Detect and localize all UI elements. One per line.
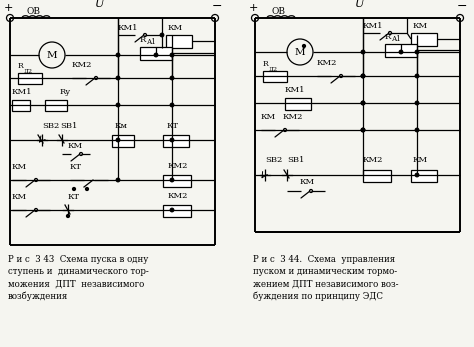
Circle shape	[160, 33, 164, 37]
Text: Д2: Д2	[269, 66, 278, 71]
Text: Rу: Rу	[60, 88, 71, 96]
Bar	[112, 135, 134, 147]
Text: ОВ: ОВ	[272, 7, 286, 16]
Text: Д2: Д2	[24, 68, 33, 73]
Text: SB2: SB2	[42, 122, 59, 130]
Circle shape	[399, 50, 403, 54]
Text: R: R	[385, 33, 391, 41]
Text: R: R	[140, 36, 146, 44]
Text: М: М	[46, 51, 57, 59]
Text: КМ: КМ	[168, 24, 183, 32]
Circle shape	[361, 101, 365, 105]
Text: КМ2: КМ2	[283, 113, 303, 121]
Text: U: U	[95, 0, 105, 9]
Circle shape	[361, 74, 365, 78]
Circle shape	[85, 187, 89, 191]
Text: М: М	[295, 48, 305, 57]
Bar	[285, 98, 311, 110]
Circle shape	[415, 74, 419, 78]
Circle shape	[116, 138, 120, 142]
Text: КМ2: КМ2	[168, 192, 188, 200]
Text: КМ2: КМ2	[317, 59, 337, 67]
Circle shape	[361, 128, 365, 132]
Text: Р и с  3 43  Схема пуска в одну
ступень и  динамического тор-
можения  ДПТ  неза: Р и с 3 43 Схема пуска в одну ступень и …	[8, 255, 149, 301]
Text: +: +	[3, 3, 13, 13]
Text: КМ1: КМ1	[285, 86, 306, 94]
Circle shape	[170, 208, 174, 212]
Text: КМ1: КМ1	[363, 22, 383, 30]
Text: КМ1: КМ1	[118, 24, 138, 32]
Circle shape	[361, 128, 365, 132]
Circle shape	[66, 214, 70, 218]
Bar	[385, 44, 417, 57]
Text: R: R	[18, 62, 24, 70]
Circle shape	[170, 76, 174, 80]
Text: КМ: КМ	[68, 142, 83, 150]
Text: КМ: КМ	[300, 178, 315, 186]
Bar	[411, 170, 437, 182]
Text: −: −	[457, 0, 467, 13]
Circle shape	[415, 50, 419, 54]
Bar	[166, 35, 192, 48]
Text: R: R	[263, 60, 269, 68]
Text: А1: А1	[392, 35, 402, 43]
Text: U: U	[356, 0, 365, 9]
Bar	[263, 71, 287, 82]
Circle shape	[116, 103, 120, 107]
Circle shape	[170, 178, 174, 182]
Bar	[140, 47, 172, 60]
Circle shape	[116, 53, 120, 57]
Circle shape	[116, 178, 120, 182]
Text: Км: Км	[115, 122, 128, 130]
Circle shape	[415, 173, 419, 177]
Bar	[45, 100, 67, 111]
Circle shape	[170, 103, 174, 107]
Text: А1: А1	[147, 38, 157, 46]
Circle shape	[170, 53, 174, 57]
Bar	[411, 33, 437, 46]
Text: SB1: SB1	[287, 156, 304, 164]
Text: КМ: КМ	[12, 163, 27, 171]
Text: КТ: КТ	[68, 193, 80, 201]
Bar	[12, 100, 30, 111]
Bar	[363, 170, 391, 182]
Circle shape	[361, 50, 365, 54]
Text: КТ: КТ	[167, 122, 179, 130]
Circle shape	[415, 128, 419, 132]
Bar	[163, 135, 189, 147]
Text: КМ2: КМ2	[168, 162, 188, 170]
Circle shape	[302, 44, 306, 48]
Text: ОВ: ОВ	[27, 7, 41, 16]
Text: +: +	[248, 3, 258, 13]
Circle shape	[170, 138, 174, 142]
Text: Р и с  3 44.  Схема  управления
пуском и динамическим тормо-
жением ДПТ независи: Р и с 3 44. Схема управления пуском и ди…	[253, 255, 399, 301]
Text: SB1: SB1	[60, 122, 77, 130]
Text: КМ1: КМ1	[12, 88, 33, 96]
Text: КМ: КМ	[12, 193, 27, 201]
Text: КМ: КМ	[413, 156, 428, 164]
Bar	[163, 205, 191, 217]
Circle shape	[361, 74, 365, 78]
Circle shape	[116, 76, 120, 80]
Bar	[163, 175, 191, 187]
Bar	[18, 73, 42, 84]
Circle shape	[73, 187, 75, 191]
Text: КМ: КМ	[413, 22, 428, 30]
Circle shape	[361, 101, 365, 105]
Text: КМ: КМ	[261, 113, 276, 121]
Text: КМ2: КМ2	[72, 61, 92, 69]
Text: −: −	[212, 0, 222, 13]
Text: КТ: КТ	[70, 163, 82, 171]
Circle shape	[154, 53, 158, 57]
Circle shape	[415, 101, 419, 105]
Text: КМ2: КМ2	[363, 156, 383, 164]
Text: SB2: SB2	[265, 156, 282, 164]
